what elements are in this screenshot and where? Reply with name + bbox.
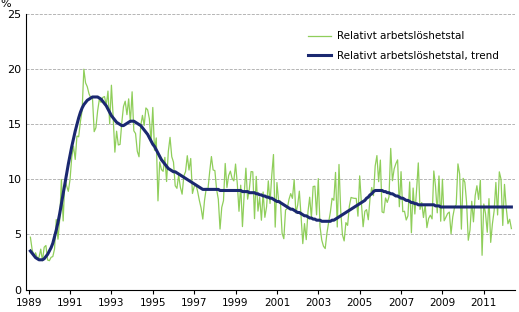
Relativt arbetslöshetstal, trend [105, 107, 111, 111]
Relativt arbetslöshetstal [327, 210, 334, 214]
Relativt arbetslöshetstal, trend [427, 203, 433, 207]
Relativt arbetslöshetstal, trend [28, 249, 34, 253]
Line: Relativt arbetslöshetstal: Relativt arbetslöshetstal [31, 69, 511, 261]
Relativt arbetslöshetstal [105, 89, 111, 93]
Relativt arbetslöshetstal, trend [36, 258, 42, 262]
Relativt arbetslöshetstal, trend [431, 203, 437, 207]
Relativt arbetslöshetstal, trend [89, 95, 95, 99]
Relativt arbetslöshetstal, trend [327, 219, 334, 223]
Relativt arbetslöshetstal, trend [508, 205, 514, 209]
Relativt arbetslöshetstal [305, 210, 311, 214]
Relativt arbetslöshetstal [28, 235, 34, 239]
Relativt arbetslöshetstal [39, 259, 46, 263]
Legend: Relativt arbetslöshetstal, Relativt arbetslöshetstal, trend: Relativt arbetslöshetstal, Relativt arbe… [302, 25, 505, 67]
Relativt arbetslöshetstal [427, 213, 433, 217]
Relativt arbetslöshetstal, trend [305, 215, 311, 219]
Y-axis label: %: % [1, 0, 11, 9]
Relativt arbetslöshetstal, trend [262, 194, 268, 198]
Relativt arbetslöshetstal [508, 227, 514, 231]
Line: Relativt arbetslöshetstal, trend: Relativt arbetslöshetstal, trend [31, 97, 511, 260]
Relativt arbetslöshetstal [81, 67, 87, 71]
Relativt arbetslöshetstal [262, 216, 268, 219]
Relativt arbetslöshetstal [431, 169, 437, 173]
